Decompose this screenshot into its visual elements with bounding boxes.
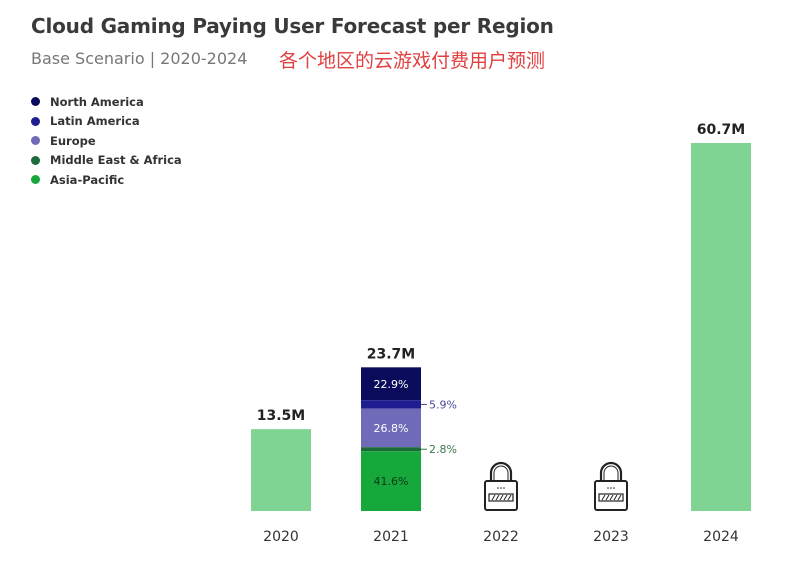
legend: North America Latin America Europe Middl… xyxy=(31,92,182,190)
legend-dot xyxy=(31,116,40,126)
legend-label: Europe xyxy=(50,133,96,148)
lock-icon xyxy=(484,461,518,511)
legend-label: Latin America xyxy=(50,114,140,129)
segment-latin-america xyxy=(361,400,421,409)
x-tick-label: 2020 xyxy=(263,529,299,545)
total-label: 13.5M xyxy=(257,408,305,424)
total-label: 60.7M xyxy=(697,122,745,138)
legend-item-latin-america: Latin America xyxy=(31,112,182,132)
legend-label: Middle East & Africa xyxy=(50,153,182,168)
legend-label: North America xyxy=(50,94,144,109)
legend-dot xyxy=(31,136,40,146)
segment-middle-east-africa xyxy=(361,447,421,452)
legend-item-asia-pacific: Asia-Pacific xyxy=(31,170,182,190)
legend-dot xyxy=(31,175,40,185)
x-tick-label: 2024 xyxy=(703,529,739,545)
legend-item-north-america: North America xyxy=(31,92,182,112)
segment-label: 26.8% xyxy=(374,422,409,435)
chart-title: Cloud Gaming Paying User Forecast per Re… xyxy=(31,14,554,38)
bar-2024 xyxy=(691,143,751,511)
legend-label: Asia-Pacific xyxy=(50,172,125,187)
segment-asia-pacific xyxy=(361,451,421,511)
segment-label: 41.6% xyxy=(374,475,409,488)
x-tick-label: 2023 xyxy=(593,529,629,545)
legend-item-middle-east-africa: Middle East & Africa xyxy=(31,151,182,171)
legend-dot xyxy=(31,97,40,107)
legend-dot xyxy=(31,155,40,165)
segment-north-america xyxy=(361,367,421,401)
segment-europe xyxy=(361,408,421,448)
chart-annotation: 各个地区的云游戏付费用户预测 xyxy=(279,50,546,72)
segment-label: 5.9% xyxy=(429,398,457,411)
segment-label: 2.8% xyxy=(429,443,457,456)
chart-subtitle: Base Scenario | 2020-2024 xyxy=(31,49,248,68)
bar-2020 xyxy=(251,429,311,511)
legend-item-europe: Europe xyxy=(31,131,182,151)
segment-label: 22.9% xyxy=(374,378,409,391)
lock-icon xyxy=(594,461,628,511)
total-label: 23.7M xyxy=(367,346,415,362)
x-tick-label: 2022 xyxy=(483,529,519,545)
x-tick-label: 2021 xyxy=(373,529,409,545)
